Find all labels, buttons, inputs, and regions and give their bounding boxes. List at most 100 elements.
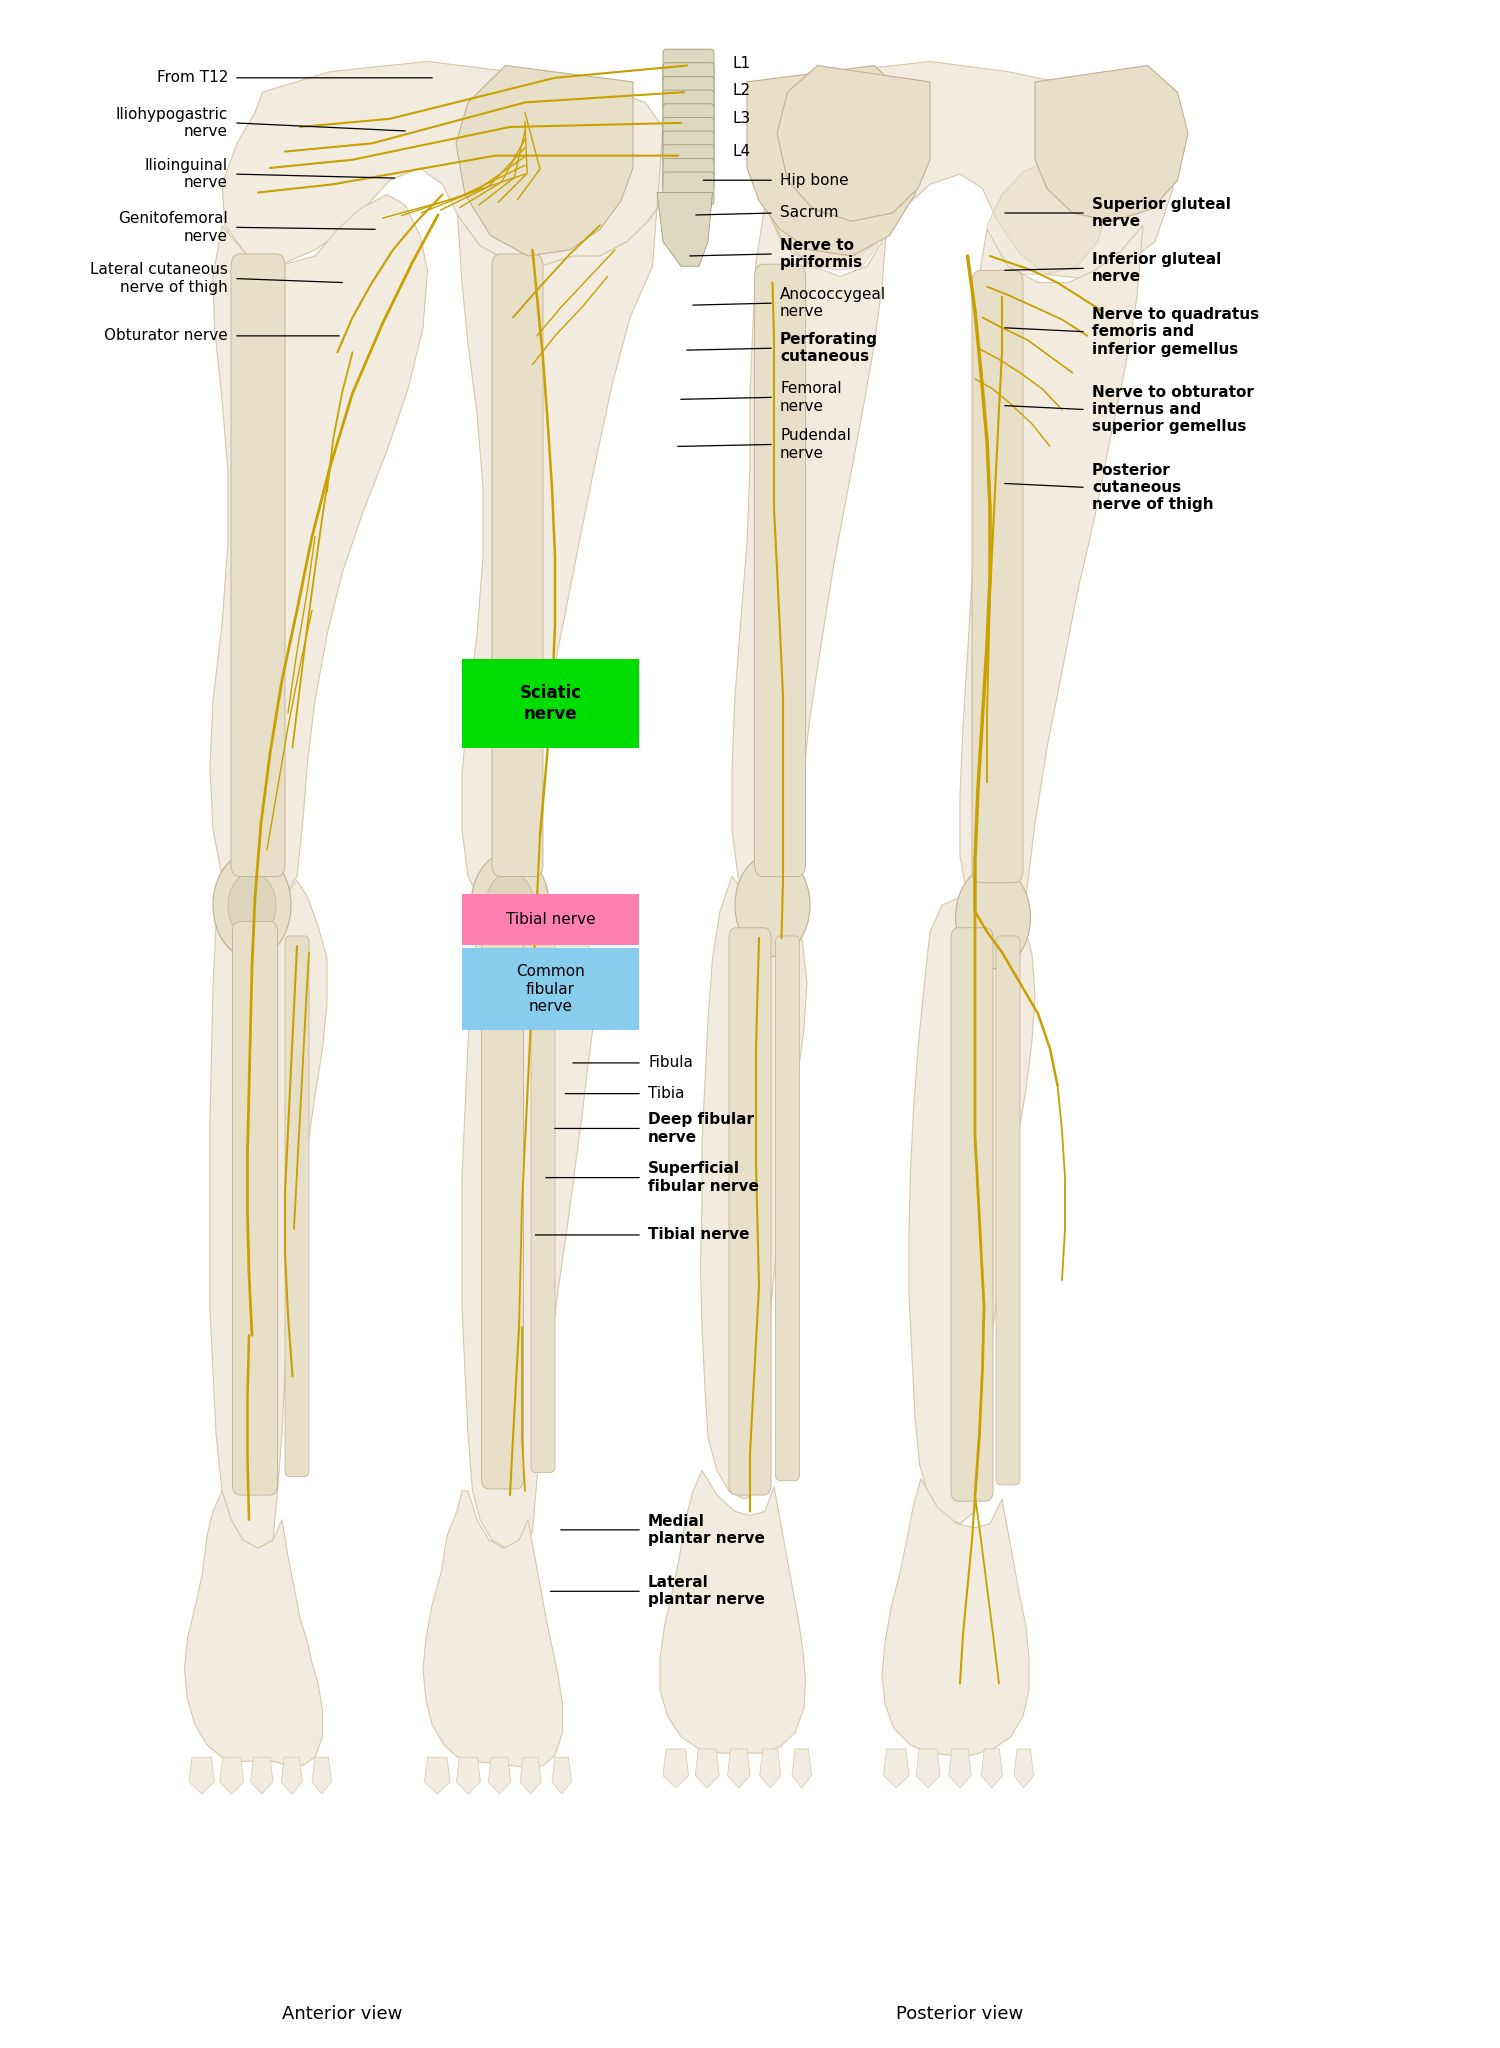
- Polygon shape: [882, 1479, 1029, 1755]
- FancyBboxPatch shape: [663, 76, 714, 109]
- Text: Common
fibular
nerve: Common fibular nerve: [516, 965, 585, 1014]
- Text: Posterior
cutaneous
nerve of thigh: Posterior cutaneous nerve of thigh: [1092, 463, 1214, 512]
- Polygon shape: [222, 61, 675, 266]
- Text: Tibia: Tibia: [648, 1085, 684, 1102]
- Text: Superficial
fibular nerve: Superficial fibular nerve: [648, 1161, 759, 1194]
- FancyBboxPatch shape: [663, 145, 714, 178]
- FancyBboxPatch shape: [462, 659, 639, 748]
- Polygon shape: [210, 877, 327, 1548]
- Text: Posterior view: Posterior view: [897, 2005, 1023, 2023]
- Polygon shape: [1014, 1749, 1034, 1788]
- Polygon shape: [950, 1749, 972, 1788]
- FancyBboxPatch shape: [972, 270, 1023, 883]
- FancyBboxPatch shape: [663, 90, 714, 123]
- Polygon shape: [520, 1757, 542, 1794]
- Text: Femoral
nerve: Femoral nerve: [780, 381, 842, 414]
- FancyBboxPatch shape: [663, 172, 714, 205]
- Text: Obturator nerve: Obturator nerve: [104, 328, 228, 344]
- Text: Nerve to
piriformis: Nerve to piriformis: [780, 238, 862, 270]
- Polygon shape: [728, 1749, 750, 1788]
- Polygon shape: [489, 1757, 510, 1794]
- Text: From T12: From T12: [156, 70, 228, 86]
- Text: Sciatic
nerve: Sciatic nerve: [519, 684, 582, 723]
- Polygon shape: [189, 1757, 214, 1794]
- FancyBboxPatch shape: [482, 922, 524, 1489]
- Circle shape: [956, 866, 1030, 969]
- Text: L4: L4: [732, 143, 752, 160]
- Text: Superior gluteal
nerve: Superior gluteal nerve: [1092, 197, 1232, 229]
- FancyBboxPatch shape: [285, 936, 309, 1477]
- FancyBboxPatch shape: [729, 928, 771, 1495]
- FancyBboxPatch shape: [663, 131, 714, 164]
- Circle shape: [213, 852, 291, 958]
- Polygon shape: [312, 1757, 332, 1794]
- Polygon shape: [456, 66, 633, 256]
- Text: Perforating
cutaneous: Perforating cutaneous: [780, 332, 877, 365]
- Polygon shape: [456, 1757, 480, 1794]
- Circle shape: [735, 854, 810, 956]
- Polygon shape: [909, 897, 1035, 1524]
- Text: Genitofemoral
nerve: Genitofemoral nerve: [118, 211, 228, 244]
- Polygon shape: [1035, 66, 1188, 221]
- Polygon shape: [424, 1757, 450, 1794]
- Polygon shape: [777, 66, 930, 221]
- Polygon shape: [747, 66, 924, 256]
- Polygon shape: [657, 193, 712, 266]
- Text: Lateral cutaneous
nerve of thigh: Lateral cutaneous nerve of thigh: [90, 262, 228, 295]
- FancyBboxPatch shape: [996, 936, 1020, 1485]
- Polygon shape: [960, 225, 1143, 932]
- FancyBboxPatch shape: [663, 49, 714, 82]
- FancyBboxPatch shape: [492, 254, 543, 877]
- Text: Nerve to quadratus
femoris and
inferior gemellus: Nerve to quadratus femoris and inferior …: [1092, 307, 1258, 356]
- Polygon shape: [765, 61, 1173, 279]
- Polygon shape: [462, 897, 594, 1548]
- FancyBboxPatch shape: [754, 264, 806, 877]
- FancyBboxPatch shape: [776, 936, 800, 1481]
- Polygon shape: [700, 877, 807, 1499]
- Circle shape: [228, 872, 276, 938]
- Text: Tibial nerve: Tibial nerve: [648, 1227, 750, 1243]
- Polygon shape: [184, 1491, 322, 1765]
- Polygon shape: [916, 1749, 940, 1788]
- Text: Anterior view: Anterior view: [282, 2005, 402, 2023]
- FancyBboxPatch shape: [462, 948, 639, 1030]
- Text: Deep fibular
nerve: Deep fibular nerve: [648, 1112, 754, 1145]
- Text: Pudendal
nerve: Pudendal nerve: [780, 428, 850, 461]
- Polygon shape: [884, 1749, 909, 1788]
- Text: Hip bone: Hip bone: [780, 172, 849, 188]
- Text: Inferior gluteal
nerve: Inferior gluteal nerve: [1092, 252, 1221, 285]
- Polygon shape: [732, 205, 888, 918]
- Polygon shape: [552, 1757, 572, 1794]
- Polygon shape: [981, 1749, 1002, 1788]
- FancyBboxPatch shape: [663, 104, 714, 137]
- Text: Sacrum: Sacrum: [780, 205, 838, 221]
- Circle shape: [486, 872, 534, 938]
- Text: Fibula: Fibula: [648, 1055, 693, 1071]
- Polygon shape: [282, 1757, 302, 1794]
- Polygon shape: [660, 1470, 806, 1753]
- Text: Nerve to obturator
internus and
superior gemellus: Nerve to obturator internus and superior…: [1092, 385, 1254, 434]
- Circle shape: [471, 852, 549, 958]
- Polygon shape: [987, 160, 1107, 274]
- Polygon shape: [458, 127, 672, 918]
- Polygon shape: [210, 195, 428, 911]
- FancyBboxPatch shape: [231, 254, 285, 877]
- Text: L2: L2: [732, 82, 752, 98]
- FancyBboxPatch shape: [232, 922, 278, 1495]
- FancyBboxPatch shape: [462, 893, 639, 946]
- Polygon shape: [663, 1749, 688, 1788]
- Text: L1: L1: [732, 55, 752, 72]
- FancyBboxPatch shape: [663, 158, 714, 190]
- Text: Lateral
plantar nerve: Lateral plantar nerve: [648, 1575, 765, 1608]
- Polygon shape: [760, 1749, 782, 1788]
- Text: Ilioinguinal
nerve: Ilioinguinal nerve: [146, 158, 228, 190]
- Polygon shape: [219, 1757, 243, 1794]
- Polygon shape: [423, 1491, 562, 1767]
- Text: Medial
plantar nerve: Medial plantar nerve: [648, 1513, 765, 1546]
- Polygon shape: [792, 1749, 812, 1788]
- FancyBboxPatch shape: [531, 936, 555, 1473]
- Text: L3: L3: [732, 111, 752, 127]
- FancyBboxPatch shape: [951, 928, 993, 1501]
- FancyBboxPatch shape: [663, 63, 714, 96]
- Polygon shape: [765, 164, 885, 270]
